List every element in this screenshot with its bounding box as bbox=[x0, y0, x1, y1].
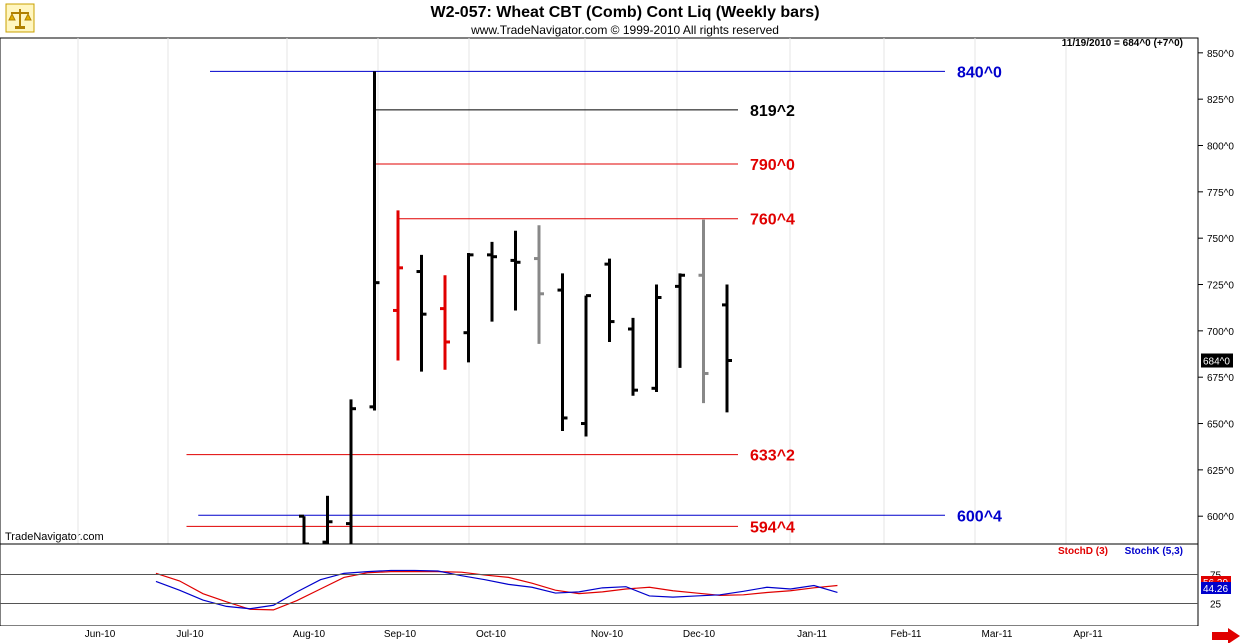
y-tick-label: 675^0 bbox=[1207, 373, 1234, 384]
y-tick-label: 800^0 bbox=[1207, 142, 1234, 153]
ohlc-bar bbox=[510, 230, 521, 311]
watermark-text: TradeNavigator.com bbox=[5, 531, 104, 543]
x-tick-label: Feb-11 bbox=[891, 629, 922, 640]
current-price-box bbox=[1201, 353, 1233, 368]
stoch-series-line bbox=[155, 570, 838, 611]
ohlc-bar bbox=[463, 253, 474, 363]
stochd-legend: StochD (3) bbox=[1058, 546, 1108, 557]
ohlc-bar bbox=[322, 495, 333, 544]
x-tick-label: Nov-10 bbox=[591, 629, 624, 640]
right-arrow-icon[interactable] bbox=[1212, 628, 1240, 643]
ohlc-bar bbox=[440, 275, 450, 370]
time-axis: Jun-10 Jul-10 Aug-10 Sep-10 Oct-10 Nov-10 Dec-… bbox=[85, 629, 1103, 640]
ohlc-bar bbox=[557, 273, 568, 431]
vertical-gridlines bbox=[77, 38, 1067, 626]
ohlc-bar bbox=[698, 219, 709, 404]
stoch-tick-label: 25 bbox=[1210, 600, 1222, 611]
stoch-value-box bbox=[1201, 582, 1231, 594]
y-tick-label: 750^0 bbox=[1207, 234, 1234, 245]
copyright-text: www.TradeNavigator.com © 1999-2010 All r… bbox=[470, 23, 779, 37]
x-tick-label: Apr-11 bbox=[1073, 629, 1103, 640]
ohlc-bar bbox=[628, 317, 638, 396]
stochastic-panel bbox=[0, 543, 1199, 627]
ohlc-bar bbox=[369, 71, 380, 411]
last-quote-text: 11/19/2010 = 684^0 (+7^0) bbox=[1062, 38, 1183, 49]
header-band bbox=[0, 0, 1250, 37]
scales-icon[interactable] bbox=[5, 3, 35, 33]
y-tick-label: 600^0 bbox=[1207, 512, 1234, 523]
level-label: 633^2 bbox=[750, 448, 795, 465]
chart-title: W2-057: Wheat CBT (Comb) Cont Liq (Weekl… bbox=[430, 4, 819, 21]
price-panel bbox=[0, 37, 1199, 545]
x-tick-label: Sep-10 bbox=[384, 629, 417, 640]
stoch-series-line bbox=[155, 569, 838, 610]
x-tick-label: Aug-10 bbox=[293, 629, 326, 640]
ohlc-bar bbox=[722, 284, 732, 413]
level-lines: 840^0 819^2 790^0 760^4 633^2 600^4 594^4 bbox=[186, 64, 1002, 536]
ohlc-bar bbox=[487, 241, 497, 322]
y-tick-label: 725^0 bbox=[1207, 281, 1234, 292]
level-label: 760^4 bbox=[750, 212, 795, 229]
ohlc-bar bbox=[675, 273, 685, 368]
ohlc-bar bbox=[416, 254, 427, 372]
stoch-value-label: 44.26 bbox=[1203, 584, 1228, 595]
y-tick-label: 850^0 bbox=[1207, 49, 1234, 60]
ohlc-bar bbox=[581, 294, 591, 437]
level-label: 819^2 bbox=[750, 103, 795, 120]
level-label: 594^4 bbox=[750, 519, 795, 536]
ohlc-bar bbox=[534, 225, 544, 344]
x-tick-label: Dec-10 bbox=[683, 629, 716, 640]
x-tick-label: Mar-11 bbox=[982, 629, 1013, 640]
y-tick-label: 825^0 bbox=[1207, 95, 1234, 106]
y-tick-label: 775^0 bbox=[1207, 188, 1234, 199]
price-axis: 600^0 625^0 650^0 675^0 700^0 725^0 750^0 775^0… bbox=[1198, 49, 1234, 523]
y-tick-label: 650^0 bbox=[1207, 420, 1234, 431]
level-label: 840^0 bbox=[957, 64, 1002, 81]
level-label: 600^4 bbox=[957, 508, 1002, 525]
stochk-legend: StochK (5,3) bbox=[1125, 546, 1183, 557]
time-axis-band bbox=[0, 626, 1250, 643]
stochastic-lines bbox=[155, 569, 838, 611]
ohlc-bar bbox=[393, 210, 403, 361]
ohlc-bar bbox=[651, 284, 662, 393]
x-tick-label: Jan-11 bbox=[797, 629, 827, 640]
x-tick-label: Jun-10 bbox=[85, 629, 116, 640]
ohlc-bar bbox=[346, 399, 356, 544]
x-tick-label: Jul-10 bbox=[176, 629, 204, 640]
y-tick-label: 700^0 bbox=[1207, 327, 1234, 338]
level-label: 790^0 bbox=[750, 157, 795, 174]
y-tick-label: 625^0 bbox=[1207, 466, 1234, 477]
x-tick-label: Oct-10 bbox=[476, 629, 506, 640]
price-bars bbox=[299, 71, 732, 546]
ohlc-bar bbox=[604, 258, 615, 342]
current-price-label: 684^0 bbox=[1203, 357, 1230, 368]
stochastic-axis: 257556.2944.26 bbox=[0, 571, 1231, 611]
